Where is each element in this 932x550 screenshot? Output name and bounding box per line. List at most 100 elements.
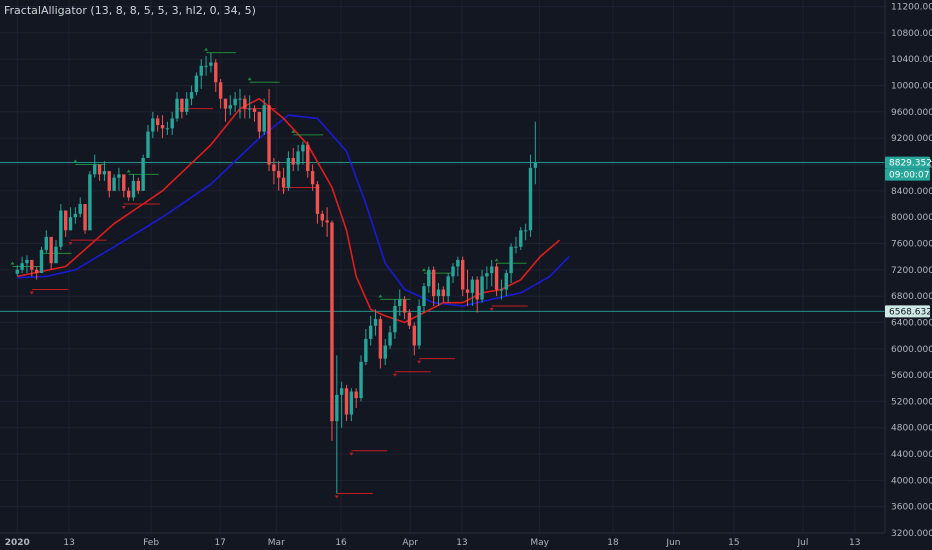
fractal-down-marker xyxy=(334,495,339,499)
candle xyxy=(446,273,450,303)
candle-body xyxy=(214,62,218,83)
candle xyxy=(533,121,538,185)
candle-body xyxy=(369,325,373,339)
candle-body xyxy=(185,98,189,112)
candle xyxy=(199,59,203,89)
candle-body xyxy=(431,269,436,297)
candle-body xyxy=(465,289,470,293)
candle xyxy=(34,266,39,280)
candle-body xyxy=(325,220,329,223)
candle xyxy=(88,171,92,231)
candle-body xyxy=(15,269,19,274)
candle xyxy=(373,309,378,336)
candle-body xyxy=(204,65,208,67)
time-tick-label: Feb xyxy=(143,538,159,548)
candle-body xyxy=(189,92,194,99)
candle xyxy=(378,315,383,369)
support-price-badge-background xyxy=(885,305,930,318)
candle-body xyxy=(296,151,300,165)
candle-body xyxy=(339,388,344,395)
candle-body xyxy=(68,217,73,231)
candle-body xyxy=(427,269,431,287)
fractal-down-marker xyxy=(489,307,494,311)
candle xyxy=(238,88,242,119)
candle-body xyxy=(499,289,504,291)
candle xyxy=(165,121,170,135)
candle-body xyxy=(291,157,295,165)
current-price-badge-text: 8829.35278 xyxy=(889,159,932,169)
candle xyxy=(320,210,324,228)
indicator-label[interactable]: FractalAlligator (13, 8, 8, 5, 5, 3, hl2… xyxy=(4,4,256,17)
candle xyxy=(83,203,87,234)
price-tick-label: 10800.000000 xyxy=(891,29,932,39)
candle-body xyxy=(44,236,49,251)
candle xyxy=(30,259,34,277)
candle xyxy=(422,282,426,313)
price-tick-label: 4800.000000 xyxy=(891,424,932,434)
candle-body xyxy=(402,299,407,313)
candle xyxy=(223,98,228,122)
candle xyxy=(465,269,470,306)
candle-body xyxy=(383,345,387,359)
candle xyxy=(417,299,421,349)
candle xyxy=(364,329,368,366)
candle xyxy=(504,269,508,297)
candle-body xyxy=(494,266,499,290)
fractal-up-marker xyxy=(10,261,15,265)
candle-body xyxy=(417,305,421,346)
candle-body xyxy=(233,98,237,106)
time-tick-label: 17 xyxy=(214,538,225,548)
candle-body xyxy=(117,174,121,178)
fractal-up-marker xyxy=(73,159,78,163)
fractal-up-marker xyxy=(494,258,499,262)
candle xyxy=(257,111,262,139)
candle-body xyxy=(320,213,324,221)
candle-body xyxy=(131,180,136,198)
candle xyxy=(204,55,208,76)
alligator-teeth-line xyxy=(17,97,561,324)
time-tick-label: 16 xyxy=(335,538,347,548)
candle xyxy=(49,236,53,270)
candle-body xyxy=(252,108,257,112)
candle xyxy=(291,148,295,172)
candle xyxy=(272,157,276,185)
candle-body xyxy=(267,105,271,165)
candle-body xyxy=(175,98,179,119)
time-tick-label: 2020 xyxy=(5,538,30,548)
candle xyxy=(73,207,78,224)
candle-body xyxy=(359,361,363,399)
candle xyxy=(155,115,160,132)
candle-body xyxy=(335,394,339,422)
candle-body xyxy=(155,118,160,126)
candle-body xyxy=(286,157,291,188)
candle-body xyxy=(141,157,145,191)
candle xyxy=(388,325,392,349)
candle xyxy=(509,243,513,283)
candle xyxy=(494,263,499,297)
candle xyxy=(117,167,121,191)
candle-body xyxy=(514,246,518,248)
candle xyxy=(243,95,247,119)
fractal-down-marker xyxy=(121,205,126,209)
candle xyxy=(252,105,257,122)
candle xyxy=(214,59,218,93)
candle-body xyxy=(504,273,508,290)
candle xyxy=(306,141,310,178)
candle-body xyxy=(301,144,305,152)
candle xyxy=(126,187,131,201)
candle xyxy=(146,125,150,158)
candle xyxy=(441,286,446,303)
fractal-down-marker xyxy=(417,360,422,364)
price-tick-label: 7200.000000 xyxy=(891,266,932,276)
candle xyxy=(44,230,49,254)
candle xyxy=(131,174,136,201)
candle xyxy=(339,381,344,428)
candle xyxy=(485,266,489,290)
candle xyxy=(180,98,184,119)
time-axis[interactable]: 2020 13 Feb 17 Mar 16 Apr 13 May 18 Jun 15 Jul 13 xyxy=(0,532,885,548)
candle-body xyxy=(49,236,53,264)
price-axis[interactable]: 11200.000000 10800.000000 10400.000000 1000… xyxy=(884,0,932,550)
candle-body xyxy=(523,230,528,232)
candle xyxy=(412,322,416,356)
